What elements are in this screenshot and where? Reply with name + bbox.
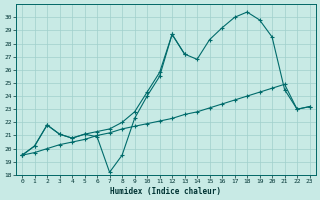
X-axis label: Humidex (Indice chaleur): Humidex (Indice chaleur)	[110, 187, 221, 196]
